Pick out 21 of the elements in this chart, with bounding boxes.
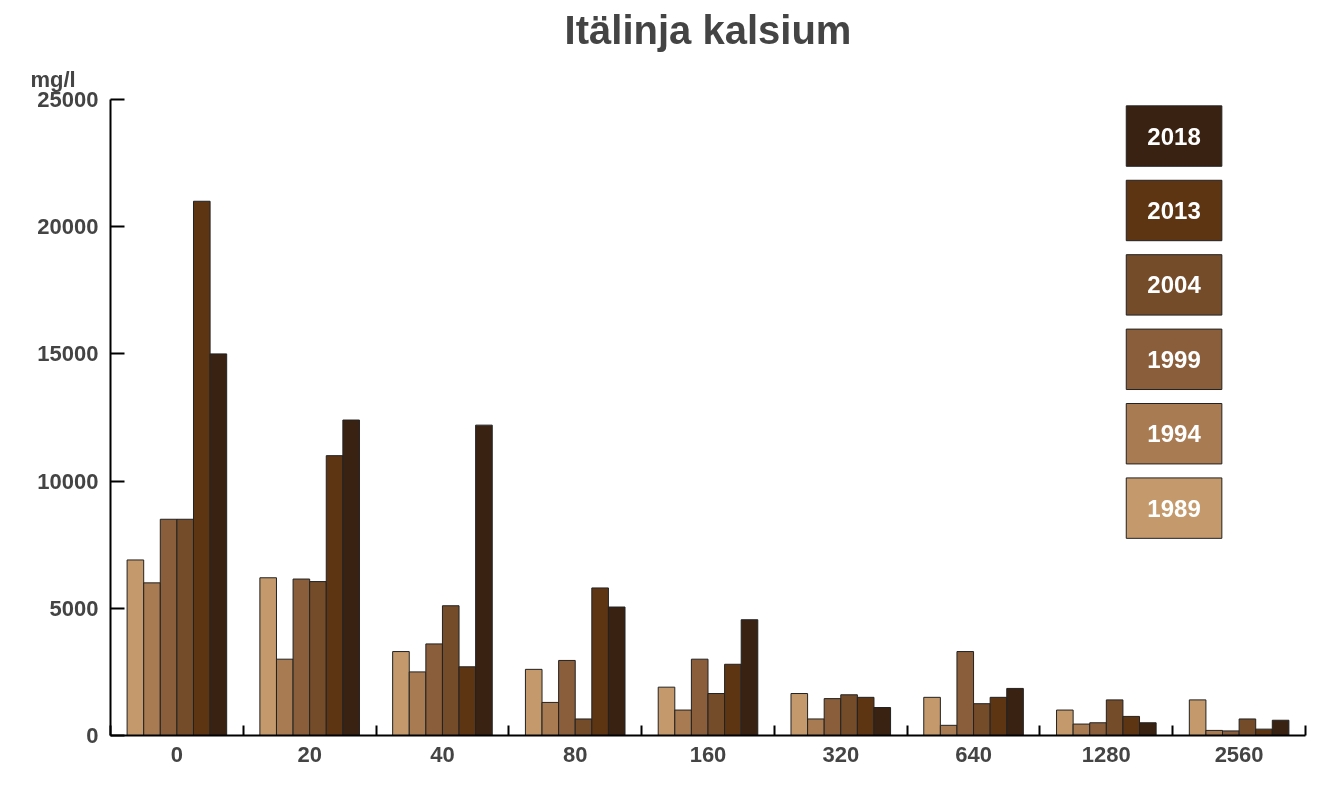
y-tick-label: 15000 (37, 341, 99, 367)
x-tick-label: 0 (170, 741, 184, 767)
x-tick-label: 640 (955, 741, 992, 767)
text: 1999 (1147, 345, 1201, 373)
text: 2004 (1147, 271, 1202, 299)
x-tick-label: 40 (430, 741, 455, 767)
x-tick-label: 1280 (1081, 741, 1131, 767)
y-tick-label: 0 (86, 723, 99, 748)
y-tick-label: 10000 (37, 468, 99, 494)
x-tick-label: 160 (689, 741, 727, 767)
y-tick-label: 5000 (49, 595, 99, 621)
x-tick-label: 20 (297, 741, 322, 767)
x-tick-label: 2560 (1214, 741, 1264, 767)
chart-title: Itälinja kalsium (564, 7, 852, 52)
x-tick-label: 80 (562, 741, 588, 767)
y-tick-label: 20000 (37, 214, 99, 240)
x-tick-label: 320 (822, 741, 860, 767)
text: 1994 (1147, 420, 1202, 448)
text: 2013 (1147, 196, 1201, 224)
text: 2018 (1147, 122, 1201, 150)
text: 1989 (1147, 494, 1201, 522)
